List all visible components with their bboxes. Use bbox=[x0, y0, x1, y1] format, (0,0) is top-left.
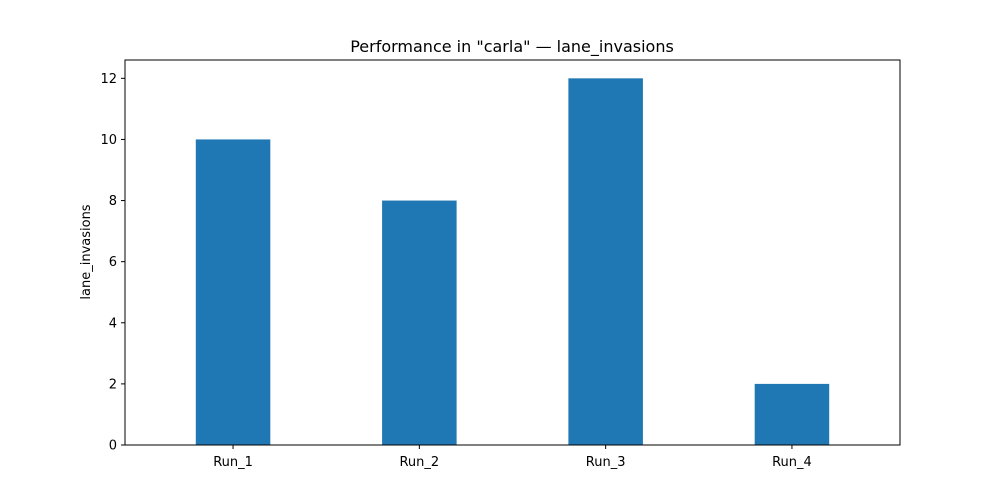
y-tick-label: 10 bbox=[100, 133, 117, 148]
y-axis-label: lane_invasions bbox=[79, 204, 94, 299]
y-tick-label: 6 bbox=[109, 255, 117, 270]
chart-title: Performance in "carla" — lane_invasions bbox=[350, 37, 674, 57]
x-tick-label: Run_2 bbox=[399, 455, 439, 470]
y-tick-label: 2 bbox=[109, 377, 117, 392]
plot-area-frame bbox=[124, 59, 901, 446]
y-tick-label: 0 bbox=[109, 439, 117, 454]
bars-group bbox=[195, 78, 830, 445]
bar-run-3 bbox=[568, 78, 643, 445]
x-tick-label: Run_3 bbox=[586, 455, 626, 470]
y-tick-label: 12 bbox=[100, 72, 117, 87]
y-tick-label: 4 bbox=[109, 316, 117, 331]
y-axis-ticks: 0 2 4 6 8 10 12 bbox=[100, 72, 125, 454]
bar-run-1 bbox=[195, 139, 271, 445]
y-tick-label: 8 bbox=[109, 194, 117, 209]
bar-run-2 bbox=[382, 200, 457, 445]
x-axis-ticks: Run_1 Run_2 Run_3 Run_4 bbox=[213, 445, 812, 470]
x-tick-label: Run_4 bbox=[772, 455, 812, 470]
x-tick-label: Run_1 bbox=[213, 455, 253, 470]
bar-run-4 bbox=[754, 383, 830, 445]
